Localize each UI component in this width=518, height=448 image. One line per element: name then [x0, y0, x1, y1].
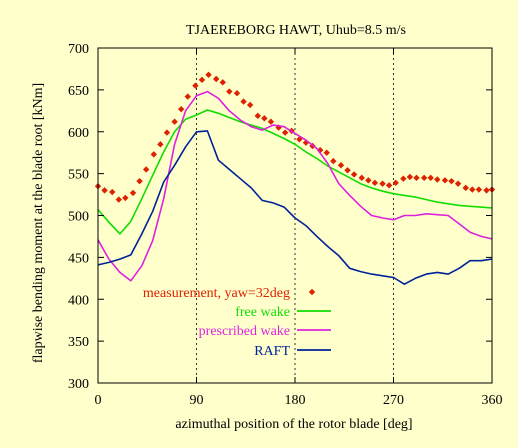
data-point — [233, 90, 241, 97]
y-tick-label: 600 — [68, 126, 89, 141]
data-point — [246, 101, 254, 109]
y-tick-label: 350 — [68, 335, 89, 350]
series-line — [97, 90, 493, 282]
series-line — [97, 130, 493, 286]
legend: measurement, yaw=32deg free wake prescribe… — [143, 286, 331, 359]
y-tick-label: 500 — [68, 210, 89, 225]
data-point — [420, 174, 428, 182]
chart-title: TJAEREBORG HAWT, Uhub=8.5 m/s — [186, 23, 406, 38]
ticks: 0 90 180 270 360 300 350 400 450 500 550 600 650 700 — [68, 42, 503, 408]
data-point — [163, 129, 171, 136]
data-point — [413, 174, 420, 182]
data-point — [350, 171, 358, 178]
x-tick-label: 90 — [190, 393, 204, 408]
grid — [196, 48, 394, 383]
x-axis-title: azimuthal position of the rotor blade [d… — [175, 417, 412, 432]
data-point — [171, 118, 178, 125]
data-point — [358, 174, 365, 182]
data-point — [136, 177, 143, 185]
data-point — [454, 180, 462, 187]
x-tick-label: 360 — [482, 393, 503, 408]
data-point — [483, 187, 490, 194]
data-point — [226, 88, 233, 95]
data-point — [406, 173, 414, 181]
series-layer — [94, 71, 496, 286]
x-tick-label: 0 — [95, 393, 102, 408]
data-point — [365, 177, 372, 184]
data-point — [184, 93, 191, 100]
data-point — [101, 187, 108, 194]
data-point — [198, 76, 206, 84]
data-point — [177, 105, 185, 113]
data-point — [213, 75, 220, 83]
data-point — [267, 118, 275, 125]
data-point — [337, 162, 345, 169]
data-point — [122, 194, 129, 202]
data-point — [344, 167, 351, 174]
legend-label: prescribed wake — [199, 324, 290, 339]
data-point — [379, 180, 386, 187]
data-point — [323, 149, 330, 156]
data-point — [441, 177, 449, 184]
data-point — [462, 184, 469, 192]
data-point — [109, 188, 116, 196]
data-point — [240, 98, 247, 105]
data-point — [219, 79, 226, 86]
data-point — [475, 186, 483, 193]
data-point — [254, 112, 261, 120]
data-point — [469, 186, 476, 193]
data-point — [281, 129, 289, 136]
data-point — [157, 141, 164, 148]
data-point — [330, 157, 337, 165]
data-point — [434, 176, 441, 183]
data-point — [385, 182, 393, 189]
series-line — [97, 109, 493, 235]
data-point — [371, 179, 379, 187]
data-point — [205, 71, 212, 78]
x-tick-label: 180 — [285, 393, 306, 408]
data-point — [115, 196, 122, 203]
data-point — [129, 189, 137, 197]
legend-label: free wake — [235, 305, 290, 320]
data-point — [142, 166, 150, 173]
data-point — [392, 179, 399, 187]
data-point — [261, 115, 268, 122]
y-tick-label: 550 — [68, 168, 89, 183]
data-point — [448, 177, 455, 185]
data-point — [400, 175, 407, 182]
y-tick-label: 400 — [68, 293, 89, 308]
y-tick-label: 300 — [68, 377, 89, 392]
data-point — [192, 82, 199, 89]
legend-marker — [308, 288, 316, 296]
data-point — [427, 174, 434, 182]
y-tick-label: 650 — [68, 84, 89, 99]
legend-label: measurement, yaw=32deg — [143, 286, 290, 301]
x-tick-label: 270 — [383, 393, 404, 408]
y-tick-label: 450 — [68, 251, 89, 266]
data-point — [150, 151, 158, 158]
y-axis-title: flapwise bending moment at the blade roo… — [31, 83, 46, 363]
y-tick-label: 700 — [68, 42, 89, 57]
legend-label: RAFT — [254, 344, 290, 359]
